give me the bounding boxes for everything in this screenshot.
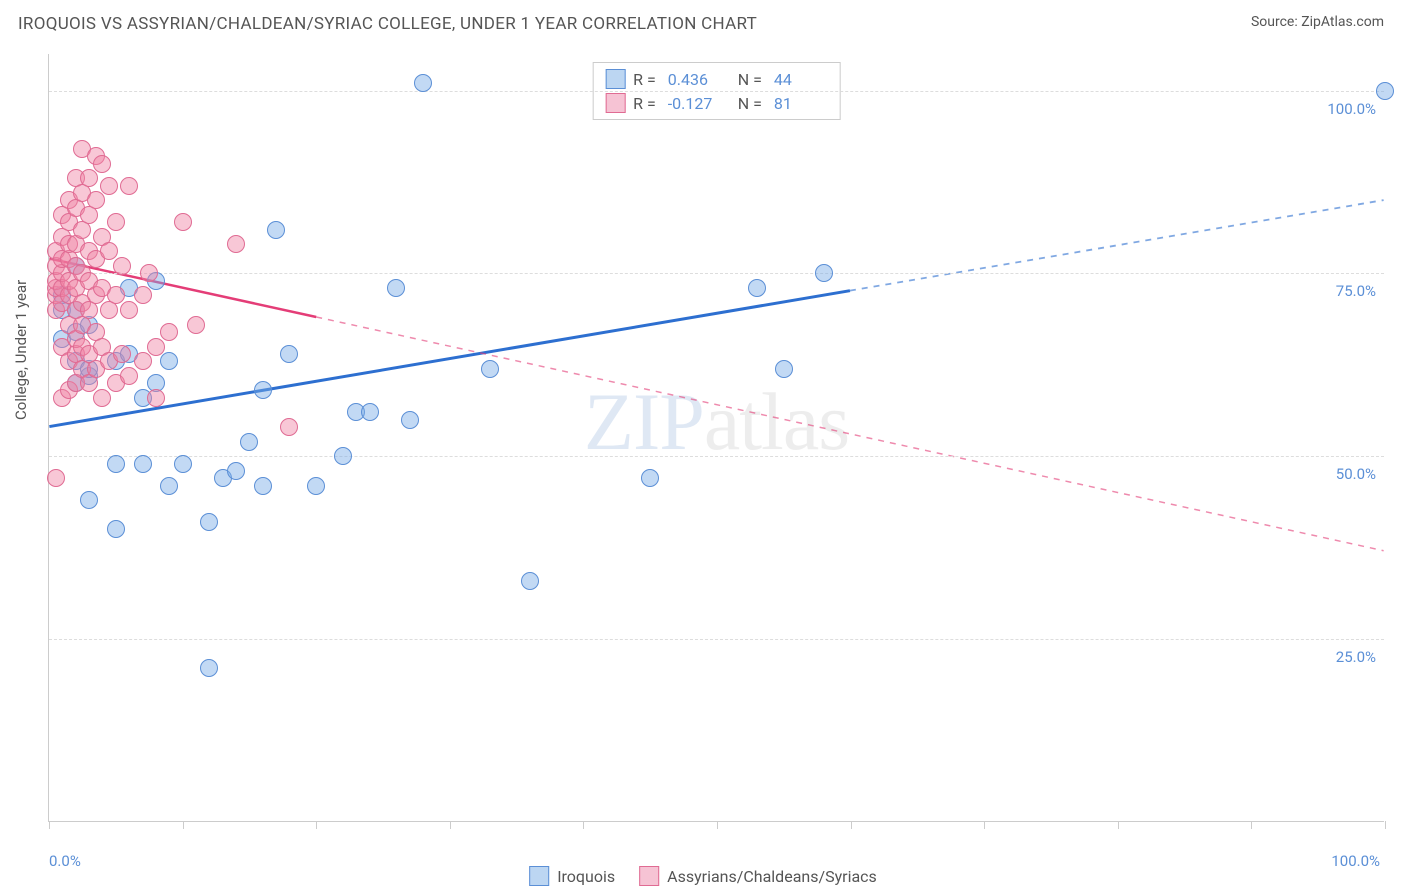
x-tick <box>450 821 451 829</box>
trend-line-dashed <box>316 317 1383 551</box>
scatter-point <box>160 352 178 370</box>
scatter-point <box>174 213 192 231</box>
scatter-point <box>481 360 499 378</box>
scatter-point <box>147 389 165 407</box>
y-tick-label: 50.0% <box>1336 465 1376 483</box>
scatter-point <box>113 257 131 275</box>
scatter-point <box>107 286 125 304</box>
x-tick <box>851 821 852 829</box>
grid-line <box>49 273 1384 274</box>
scatter-point <box>160 323 178 341</box>
scatter-point <box>361 403 379 421</box>
series-legend-item: Assyrians/Chaldeans/Syriacs <box>639 866 877 886</box>
chart-title: IROQUOIS VS ASSYRIAN/CHALDEAN/SYRIAC COL… <box>18 14 757 34</box>
grid-line <box>49 639 1384 640</box>
scatter-point <box>107 213 125 231</box>
scatter-point <box>107 520 125 538</box>
legend-n-value: 44 <box>774 70 828 89</box>
scatter-point <box>280 418 298 436</box>
scatter-point <box>815 264 833 282</box>
scatter-point <box>100 242 118 260</box>
y-tick-label: 100.0% <box>1327 100 1376 118</box>
scatter-point <box>147 338 165 356</box>
scatter-point <box>140 264 158 282</box>
grid-line <box>49 456 1384 457</box>
scatter-point <box>775 360 793 378</box>
scatter-point <box>334 447 352 465</box>
scatter-point <box>227 235 245 253</box>
scatter-point <box>87 191 105 209</box>
legend-n-label: N = <box>730 70 766 89</box>
scatter-point <box>134 286 152 304</box>
scatter-point <box>160 477 178 495</box>
scatter-point <box>254 381 272 399</box>
scatter-point <box>240 433 258 451</box>
x-tick <box>316 821 317 829</box>
grid-line <box>49 91 1384 92</box>
x-tick <box>1118 821 1119 829</box>
correlation-legend-row: R = -0.127 N = 81 <box>605 91 828 115</box>
legend-r-value: -0.127 <box>668 94 722 113</box>
scatter-point <box>120 301 138 319</box>
x-tick <box>717 821 718 829</box>
scatter-point <box>80 169 98 187</box>
series-legend-item: Iroquois <box>529 866 615 886</box>
correlation-legend-row: R = 0.436 N = 44 <box>605 67 828 91</box>
x-tick <box>183 821 184 829</box>
scatter-point <box>387 279 405 297</box>
scatter-point <box>107 455 125 473</box>
series-legend: Iroquois Assyrians/Chaldeans/Syriacs <box>529 866 877 886</box>
scatter-point <box>307 477 325 495</box>
scatter-point <box>113 345 131 363</box>
scatter-point <box>414 74 432 92</box>
scatter-point <box>227 462 245 480</box>
scatter-point <box>174 455 192 473</box>
x-tick <box>1251 821 1252 829</box>
scatter-point <box>134 455 152 473</box>
x-tick <box>984 821 985 829</box>
series-legend-label: Assyrians/Chaldeans/Syriacs <box>667 867 877 886</box>
scatter-point <box>120 367 138 385</box>
scatter-point <box>641 469 659 487</box>
scatter-point <box>80 491 98 509</box>
scatter-point <box>1376 82 1394 100</box>
scatter-point <box>93 389 111 407</box>
legend-n-value: 81 <box>774 94 828 113</box>
chart-source: Source: ZipAtlas.com <box>1251 14 1384 30</box>
chart-plot-area: ZIPatlas R = 0.436 N = 44R = -0.127 N = … <box>48 54 1384 822</box>
legend-r-value: 0.436 <box>668 70 722 89</box>
trend-line-dashed <box>850 200 1384 291</box>
watermark: ZIPatlas <box>584 375 849 469</box>
scatter-point <box>254 477 272 495</box>
y-tick-label: 75.0% <box>1336 282 1376 300</box>
legend-r-label: R = <box>633 70 660 89</box>
scatter-point <box>134 352 152 370</box>
x-tick <box>49 821 50 829</box>
scatter-point <box>521 572 539 590</box>
x-tick <box>1385 821 1386 829</box>
scatter-point <box>47 469 65 487</box>
legend-r-label: R = <box>633 94 660 113</box>
legend-swatch <box>605 69 625 89</box>
scatter-point <box>120 177 138 195</box>
y-tick-label: 25.0% <box>1336 648 1376 666</box>
x-tick-label: 100.0% <box>1331 852 1380 870</box>
scatter-point <box>267 221 285 239</box>
scatter-point <box>200 513 218 531</box>
legend-swatch <box>529 866 549 886</box>
scatter-point <box>100 177 118 195</box>
scatter-point <box>401 411 419 429</box>
scatter-point <box>187 316 205 334</box>
x-tick-label: 0.0% <box>49 852 81 870</box>
y-axis-label: College, Under 1 year <box>12 280 30 420</box>
scatter-point <box>93 155 111 173</box>
legend-swatch <box>605 93 625 113</box>
scatter-point <box>280 345 298 363</box>
scatter-point <box>748 279 766 297</box>
legend-n-label: N = <box>730 94 766 113</box>
legend-swatch <box>639 866 659 886</box>
x-tick <box>583 821 584 829</box>
scatter-point <box>200 659 218 677</box>
series-legend-label: Iroquois <box>557 867 615 886</box>
